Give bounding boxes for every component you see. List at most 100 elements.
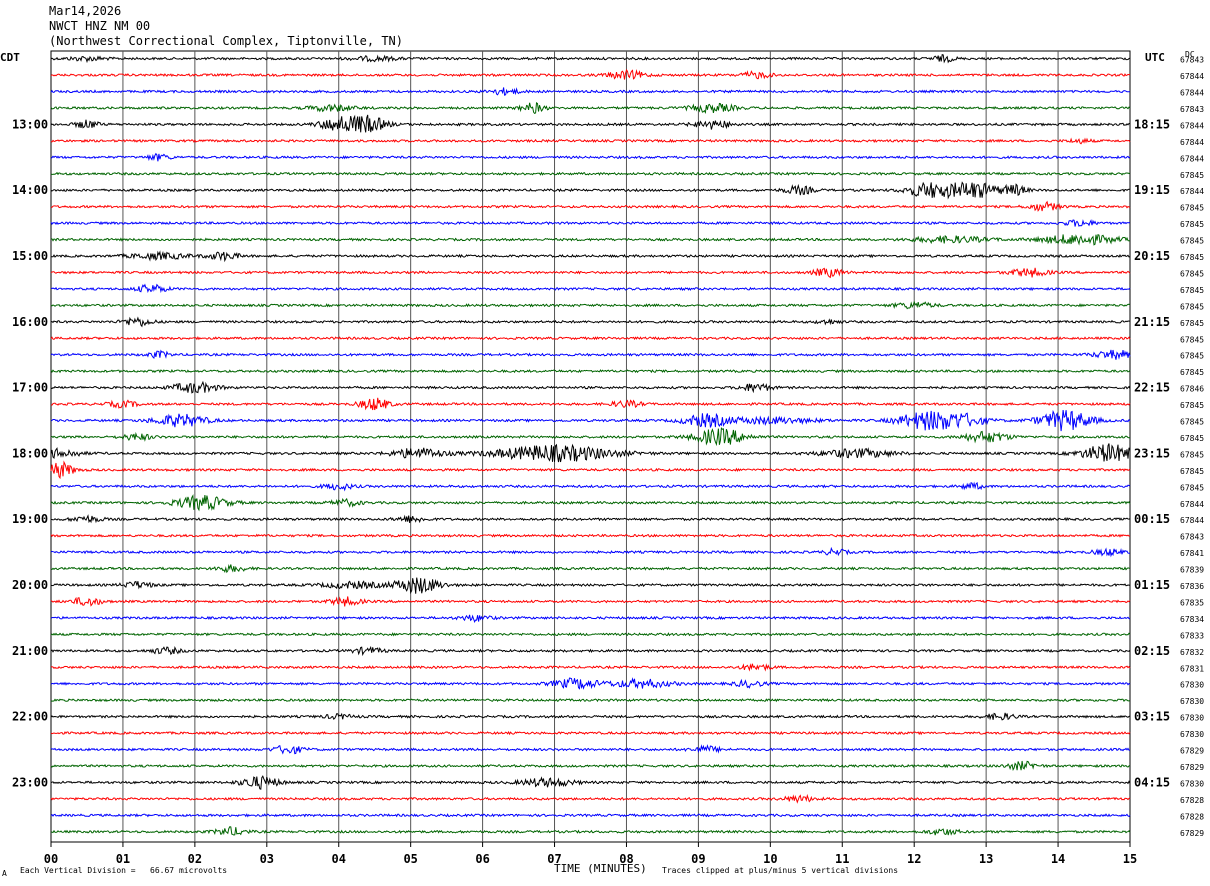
left-hour-label: 14:00 — [12, 183, 48, 197]
left-hour-label: 18:00 — [12, 446, 48, 460]
trace-line — [50, 698, 1131, 703]
x-tick-label: 00 — [44, 852, 58, 866]
dc-offset-label: 67829 — [1180, 763, 1204, 772]
trace-line — [50, 596, 1131, 607]
left-hour-label: 21:00 — [12, 644, 48, 658]
dc-offset-label: 67843 — [1180, 56, 1204, 65]
left-hour-label: 22:00 — [12, 710, 48, 724]
x-tick-label: 14 — [1051, 852, 1065, 866]
trace-line — [50, 316, 1131, 328]
dc-offset-label: 67831 — [1180, 664, 1204, 673]
trace-line — [50, 349, 1131, 360]
trace-line — [50, 514, 1131, 524]
x-tick-label: 13 — [979, 852, 993, 866]
trace-line — [50, 53, 1131, 64]
x-tick-label: 10 — [763, 852, 777, 866]
clip-note: Traces clipped at plus/minus 5 vertical … — [662, 866, 899, 875]
header-date: Mar14,2026 — [49, 4, 122, 18]
trace-line — [50, 663, 1131, 672]
dc-offset-label: 67845 — [1180, 418, 1204, 427]
trace-line — [50, 712, 1131, 721]
dc-offset-label: 67845 — [1180, 450, 1204, 459]
dc-offset-label: 67845 — [1180, 269, 1204, 278]
trace-line — [50, 114, 1131, 133]
dc-offset-label: 67845 — [1180, 368, 1204, 377]
dc-offset-label: 67844 — [1180, 89, 1204, 98]
trace-line — [50, 677, 1131, 690]
left-hour-label: 13:00 — [12, 117, 48, 131]
dc-offset-label: 67844 — [1180, 72, 1204, 81]
dc-offset-label: 67830 — [1180, 697, 1204, 706]
right-hour-label: 18:15 — [1134, 117, 1170, 131]
dc-offset-label: 67835 — [1180, 598, 1204, 607]
trace-line — [50, 368, 1131, 374]
dc-offset-label: 67834 — [1180, 615, 1204, 624]
trace-line — [50, 730, 1131, 736]
trace-line — [50, 744, 1131, 755]
dc-offset-label: 67843 — [1180, 105, 1204, 114]
trace-line — [50, 645, 1131, 657]
dc-offset-label: 67844 — [1180, 187, 1204, 196]
dc-offset-label: 67845 — [1180, 401, 1204, 410]
x-tick-label: 06 — [475, 852, 489, 866]
x-tick-label: 09 — [691, 852, 705, 866]
trace-line — [50, 460, 1131, 480]
dc-offset-label: 67829 — [1180, 747, 1204, 756]
header-location: (Northwest Correctional Complex, Tiptonv… — [49, 34, 404, 48]
trace-line — [50, 793, 1131, 804]
trace-line — [50, 826, 1131, 836]
right-hour-label: 20:15 — [1134, 249, 1170, 263]
dc-offset-label: 67844 — [1180, 121, 1204, 130]
left-hour-label: 15:00 — [12, 249, 48, 263]
x-tick-label: 11 — [835, 852, 849, 866]
dc-offset-label: 67846 — [1180, 385, 1204, 394]
trace-line — [50, 234, 1131, 246]
dc-offset-label: 67845 — [1180, 434, 1204, 443]
right-hour-label: 22:15 — [1134, 381, 1170, 395]
x-tick-label: 05 — [403, 852, 417, 866]
dc-offset-label: 67828 — [1180, 796, 1204, 805]
dc-offset-label: 67843 — [1180, 533, 1204, 542]
trace-line — [50, 546, 1130, 558]
trace-line — [50, 219, 1131, 227]
right-hour-label: 03:15 — [1134, 710, 1170, 724]
trace-line — [50, 250, 1131, 263]
x-tick-label: 01 — [116, 852, 130, 866]
trace-line — [50, 397, 1131, 411]
dc-offset-label: 67845 — [1180, 237, 1204, 246]
right-hour-label: 01:15 — [1134, 578, 1170, 592]
dc-offset-label: 67830 — [1180, 730, 1204, 739]
trace-line — [50, 171, 1131, 176]
x-tick-label: 03 — [260, 852, 274, 866]
dc-offset-label: 67844 — [1180, 500, 1204, 509]
dc-offset-label: 67845 — [1180, 335, 1204, 344]
plot-frame — [50, 50, 1131, 843]
dc-offset-label: 67836 — [1180, 582, 1204, 591]
trace-line — [50, 87, 1130, 96]
trace-line — [50, 481, 1131, 492]
trace-line — [50, 775, 1131, 790]
trace-line — [50, 300, 1131, 310]
dc-offset-label: 67830 — [1180, 681, 1204, 690]
left-hour-label: 23:00 — [12, 775, 48, 789]
dc-offset-label: 67829 — [1180, 829, 1204, 838]
trace-line — [50, 533, 1131, 538]
dc-offset-label: 67845 — [1180, 253, 1204, 262]
dc-offset-label: 67844 — [1180, 138, 1204, 147]
dc-offset-label: 67845 — [1180, 319, 1204, 328]
dc-offset-label: 67833 — [1180, 631, 1204, 640]
dc-offset-label: 67841 — [1180, 549, 1204, 558]
dc-offset-label: 67828 — [1180, 812, 1204, 821]
right-axis-label: UTC — [1145, 51, 1165, 64]
trace-line — [50, 427, 1131, 447]
trace-line — [50, 283, 1131, 294]
trace-line — [50, 102, 1131, 115]
trace-line — [50, 380, 1131, 394]
right-hour-label: 21:15 — [1134, 315, 1170, 329]
header-station: NWCT HNZ NM 00 — [49, 19, 151, 33]
x-tick-label: 07 — [547, 852, 561, 866]
left-axis-label: CDT — [0, 51, 20, 64]
trace-line — [50, 614, 1131, 624]
scale-note: Each Vertical Division = 66.67 microvolt… — [20, 866, 228, 875]
